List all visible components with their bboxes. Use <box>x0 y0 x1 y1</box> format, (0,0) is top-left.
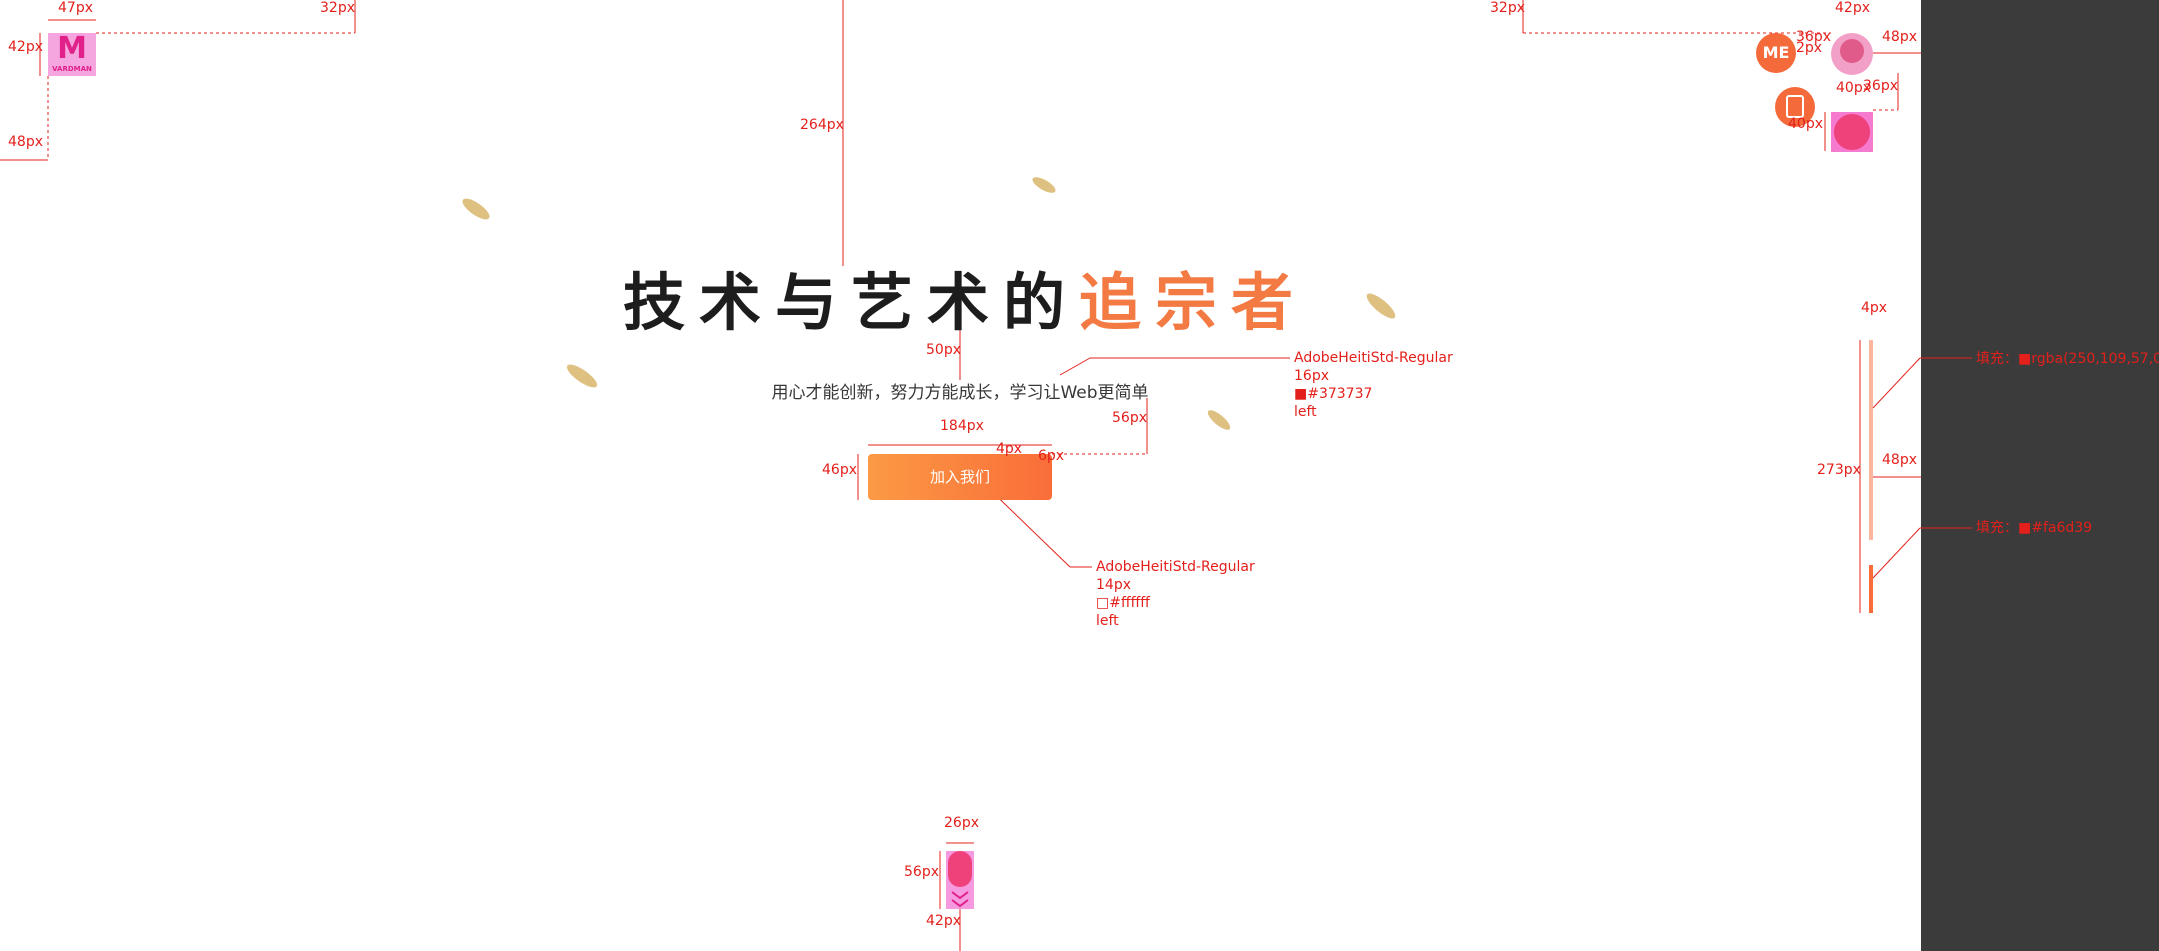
measure-label: 40px <box>1788 116 1823 132</box>
spec-line: ■#373737 <box>1294 386 1373 402</box>
title-accent: 追宗者 <box>1079 266 1308 339</box>
measure-label: 4px <box>1861 300 1888 316</box>
spec-line: left <box>1096 613 1119 629</box>
logo-text: VARDMAN <box>52 65 92 73</box>
logo[interactable]: M VARDMAN <box>48 33 96 76</box>
measure-label: 32px <box>1490 0 1525 16</box>
side-panel <box>1921 0 2159 951</box>
hero-title: 技术与艺术的追宗者 <box>600 252 1330 342</box>
measure-label: 48px <box>1882 452 1917 468</box>
spec-line: 14px <box>1096 577 1131 593</box>
spec-line: □#ffffff <box>1096 595 1150 611</box>
measure-label: 2px <box>1796 40 1823 56</box>
measure-label: 50px <box>926 342 961 358</box>
join-button[interactable]: 加入我们 <box>868 454 1052 500</box>
measure-label: 42px <box>926 913 961 929</box>
measure-label: 48px <box>1882 29 1917 45</box>
measure-label: 47px <box>58 0 93 16</box>
me-button[interactable]: ME <box>1756 33 1796 73</box>
font-spec: AdobeHeitiStd-Regular 14px □#ffffff left <box>1096 558 1255 630</box>
measure-label: 32px <box>320 0 355 16</box>
hero-subtitle: 用心才能创新，努力方能成长，学习让Web更简单 <box>771 383 1149 403</box>
measure-label: 40px <box>1836 80 1871 96</box>
measure-label: 6px <box>1038 448 1065 464</box>
measure-label: 46px <box>822 462 857 478</box>
measure-label: 36px <box>1796 29 1831 45</box>
measure-label: 56px <box>1112 410 1147 426</box>
font-spec: AdobeHeitiStd-Regular 16px ■#373737 left <box>1294 349 1453 421</box>
measure-label: 48px <box>8 134 43 150</box>
spec-line: AdobeHeitiStd-Regular <box>1096 559 1255 575</box>
title-main: 技术与艺术的 <box>622 266 1079 339</box>
measure-label: 273px <box>1817 462 1861 478</box>
measure-label: 56px <box>904 864 939 880</box>
spec-line: AdobeHeitiStd-Regular <box>1294 350 1453 366</box>
measure-label: 184px <box>940 418 984 434</box>
spec-line: 16px <box>1294 368 1329 384</box>
measure-label: 4px <box>996 441 1023 457</box>
fill-spec: 填充：■rgba(250,109,57,0.5) <box>1976 351 2159 367</box>
measure-label: 26px <box>944 815 979 831</box>
measure-label: 36px <box>1863 78 1898 94</box>
measure-label: 42px <box>1835 0 1870 16</box>
measure-label: 264px <box>800 117 844 133</box>
spec-line: left <box>1294 404 1317 420</box>
measure-label: 42px <box>8 39 43 55</box>
fill-spec: 填充：■#fa6d39 <box>1976 520 2093 536</box>
